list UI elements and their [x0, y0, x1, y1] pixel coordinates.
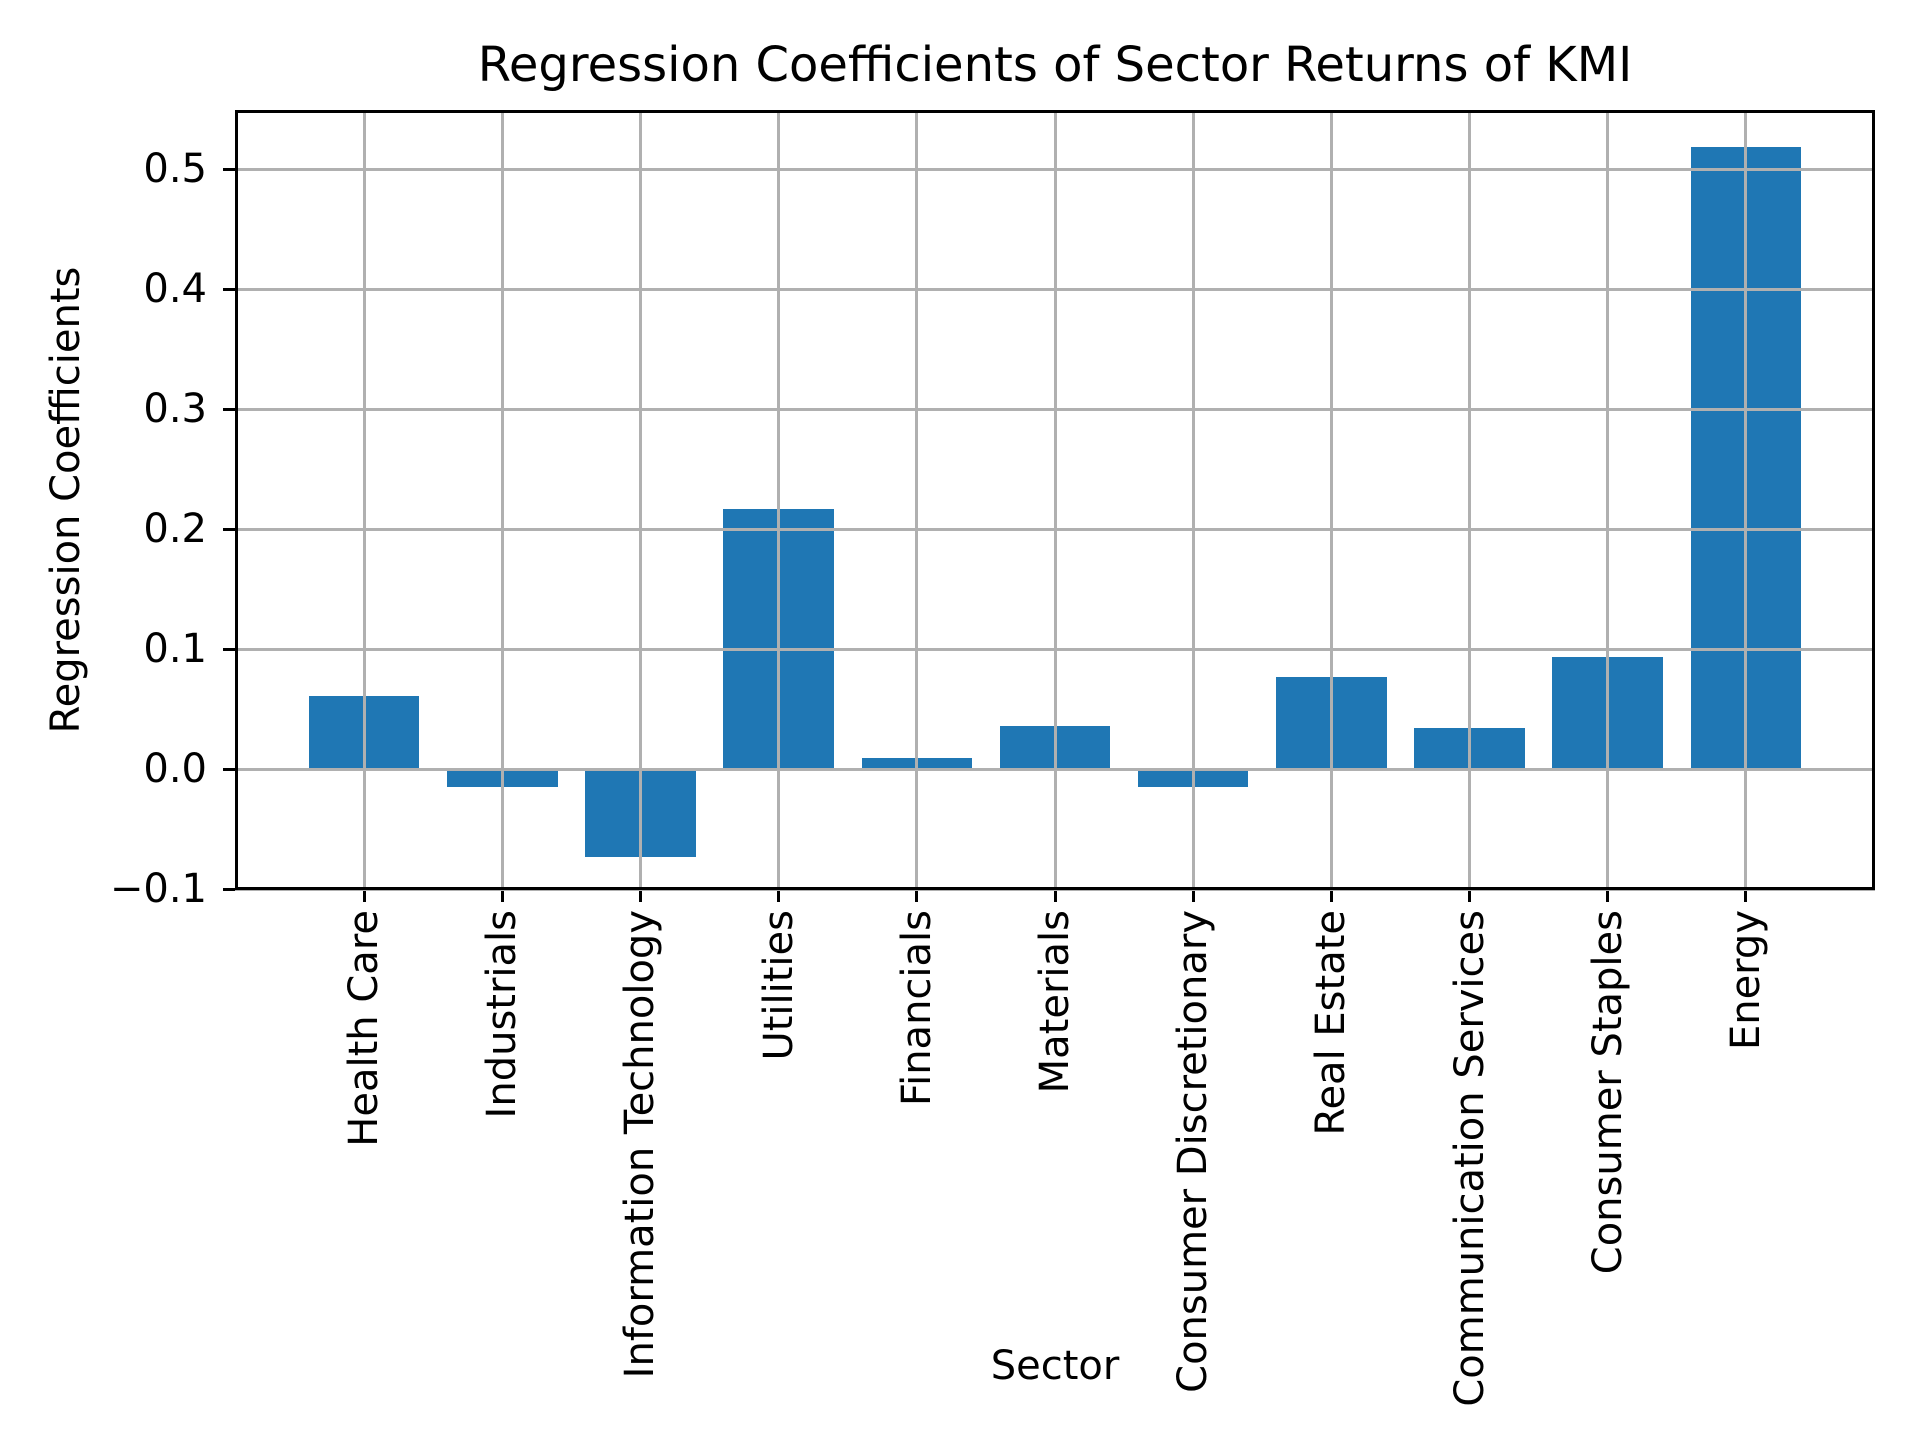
x-tick [1191, 890, 1195, 902]
x-tick-label-consumer-discretionary: Consumer Discretionary [1170, 910, 1217, 1393]
plot-area [235, 110, 1875, 891]
y-tick-label: −0.1 [109, 866, 207, 912]
axes-spines [235, 110, 1875, 890]
x-tick [915, 890, 919, 902]
x-tick-label-utilities: Utilities [755, 910, 802, 1061]
y-tick-label: 0.4 [143, 266, 207, 312]
v-gridline [1053, 110, 1057, 890]
v-gridline [1744, 110, 1748, 890]
x-tick-label-communication-services: Communication Services [1446, 910, 1493, 1407]
x-tick [362, 890, 366, 902]
x-tick [638, 890, 642, 902]
v-gridline [1606, 110, 1610, 890]
y-tick [223, 647, 235, 651]
x-tick [1329, 890, 1333, 902]
x-axis-label: Sector [990, 1343, 1120, 1389]
v-gridline [638, 110, 642, 890]
y-tick-label: 0.1 [143, 626, 207, 672]
x-tick-label-energy: Energy [1722, 910, 1769, 1051]
x-tick [500, 890, 504, 902]
x-tick-label-consumer-staples: Consumer Staples [1584, 910, 1631, 1275]
chart-title: Regression Coefficients of Sector Return… [477, 37, 1633, 93]
y-tick-label: 0.3 [143, 386, 207, 432]
x-tick-label-real-estate: Real Estate [1308, 910, 1355, 1136]
v-gridline [915, 110, 919, 890]
x-tick-label-health-care: Health Care [341, 910, 388, 1147]
x-tick [1053, 890, 1057, 902]
v-gridline [777, 110, 781, 890]
y-tick [223, 287, 235, 291]
y-tick [223, 527, 235, 531]
x-tick [1606, 890, 1610, 902]
y-tick [223, 407, 235, 411]
x-tick-label-materials: Materials [1032, 910, 1078, 1094]
x-tick-label-financials: Financials [893, 910, 940, 1106]
x-tick-label-industrials: Industrials [479, 910, 526, 1119]
x-tick [1744, 890, 1748, 902]
x-tick-label-information-technology: Information Technology [617, 910, 664, 1379]
y-tick [223, 887, 235, 891]
v-gridline [1468, 110, 1472, 890]
y-tick-label: 0.5 [143, 146, 207, 192]
y-tick-label: 0.2 [143, 506, 207, 552]
x-tick [1468, 890, 1472, 902]
v-gridline [1329, 110, 1333, 890]
y-tick-label: 0.0 [143, 746, 207, 792]
v-gridline [362, 110, 366, 890]
v-gridline [1191, 110, 1195, 890]
v-gridline [500, 110, 504, 890]
y-tick [223, 167, 235, 171]
y-tick [223, 767, 235, 771]
x-tick [777, 890, 781, 902]
